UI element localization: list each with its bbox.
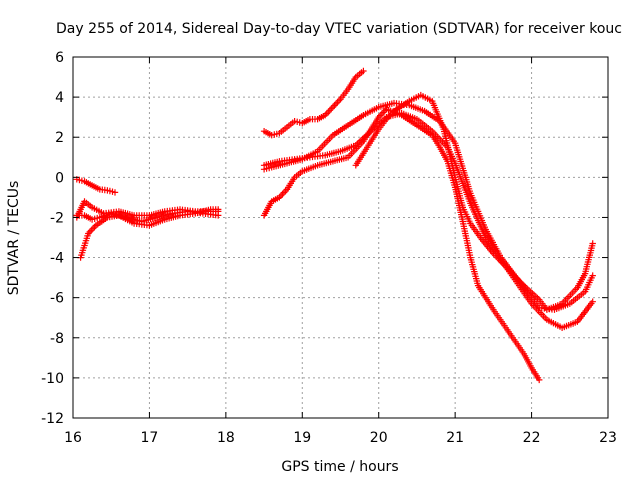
y-tick-label: 6 bbox=[55, 50, 64, 66]
y-tick-label: -6 bbox=[50, 291, 64, 307]
y-tick-label: 0 bbox=[55, 170, 64, 186]
series-pass-d bbox=[77, 206, 222, 261]
y-tick-label: -8 bbox=[50, 331, 64, 347]
series-pass-i bbox=[352, 91, 596, 313]
x-tick-label: 20 bbox=[370, 430, 388, 446]
y-tick-label: -4 bbox=[50, 251, 64, 267]
x-tick-label: 22 bbox=[523, 430, 541, 446]
y-tick-label: -12 bbox=[41, 411, 64, 427]
x-tick-label: 18 bbox=[217, 430, 235, 446]
y-tick-labels: -12 -10 -8 -6 -4 -2 0 2 4 6 bbox=[41, 50, 64, 427]
chart-title: Day 255 of 2014, Sidereal Day-to-day VTE… bbox=[56, 21, 622, 37]
x-tick-label: 19 bbox=[293, 430, 311, 446]
x-axis-label: GPS time / hours bbox=[281, 459, 398, 475]
y-tick-label: 2 bbox=[55, 130, 64, 146]
x-tick-label: 21 bbox=[446, 430, 464, 446]
series-pass-h bbox=[260, 105, 543, 384]
x-tick-label: 23 bbox=[599, 430, 617, 446]
x-tick-label: 16 bbox=[64, 430, 82, 446]
grid-lines bbox=[73, 57, 608, 418]
plot-frame bbox=[72, 56, 609, 419]
y-axis-label: SDTVAR / TECUs bbox=[6, 181, 22, 296]
y-tick-label: 4 bbox=[55, 90, 64, 106]
x-tick-labels: 16 17 18 19 20 21 22 23 bbox=[64, 430, 617, 446]
axis-ticks bbox=[72, 56, 609, 419]
y-tick-label: -10 bbox=[41, 371, 64, 387]
y-tick-label: -2 bbox=[50, 210, 64, 226]
series-pass-a bbox=[73, 176, 119, 196]
x-tick-label: 17 bbox=[141, 430, 159, 446]
data-series bbox=[73, 67, 596, 384]
series-pass-e bbox=[260, 67, 367, 139]
